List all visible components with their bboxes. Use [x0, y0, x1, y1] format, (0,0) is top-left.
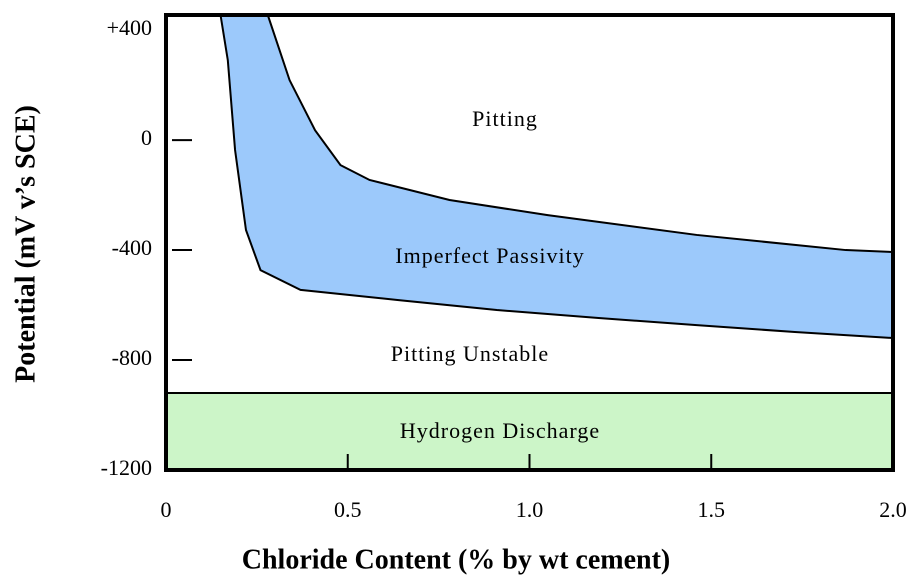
- passivity-band: [220, 15, 893, 339]
- y-tick-label: +400: [107, 15, 152, 40]
- y-tick-label: -1200: [101, 455, 152, 480]
- x-axis-title: Chloride Content (% by wt cement): [242, 544, 671, 575]
- x-tick-label: 1.0: [516, 497, 544, 522]
- annotation: Imperfect Passivity: [395, 243, 584, 268]
- annotation: Hydrogen Discharge: [400, 418, 600, 443]
- x-tick-label: 0.5: [334, 497, 362, 522]
- y-axis-title: Potential (mV v’s SCE): [10, 105, 41, 383]
- x-tick-label: 0: [161, 497, 172, 522]
- y-tick-label: 0: [141, 125, 152, 150]
- annotation: Pitting: [472, 106, 538, 131]
- lower-boundary: [219, 14, 894, 340]
- annotation: Pitting Unstable: [391, 341, 549, 366]
- x-tick-label: 2.0: [879, 497, 907, 522]
- y-tick-label: -400: [112, 235, 152, 260]
- y-tick-label: -800: [112, 345, 152, 370]
- x-tick-label: 1.5: [698, 497, 726, 522]
- upper-boundary: [266, 14, 894, 253]
